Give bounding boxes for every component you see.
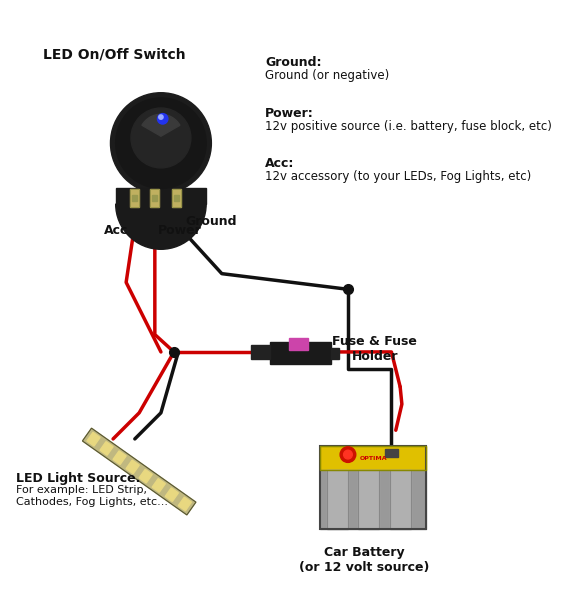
Bar xyxy=(150,189,159,207)
Bar xyxy=(116,188,206,204)
Circle shape xyxy=(116,98,206,188)
Bar xyxy=(390,470,410,529)
Bar xyxy=(174,195,179,201)
Bar xyxy=(83,428,196,515)
Bar xyxy=(132,195,138,201)
Bar xyxy=(320,446,426,470)
Bar xyxy=(152,479,165,492)
Circle shape xyxy=(159,115,163,120)
Bar xyxy=(270,342,331,364)
Wedge shape xyxy=(142,115,180,136)
Text: Ground: Ground xyxy=(186,216,237,229)
Wedge shape xyxy=(116,204,206,249)
Bar xyxy=(331,349,339,359)
Text: Acc: Acc xyxy=(103,224,128,237)
Bar xyxy=(327,470,348,529)
Bar xyxy=(320,446,426,470)
Text: Acc:: Acc: xyxy=(265,157,295,170)
Bar xyxy=(113,451,126,464)
Bar xyxy=(172,189,181,207)
Text: Power:: Power: xyxy=(265,107,314,120)
Bar xyxy=(386,449,398,457)
Bar xyxy=(152,195,157,201)
Text: 12v positive source (i.e. battery, fuse block, etc): 12v positive source (i.e. battery, fuse … xyxy=(265,120,552,132)
Text: For example: LED Strip,
Cathodes, Fog Lights, etc...: For example: LED Strip, Cathodes, Fog Li… xyxy=(16,485,168,506)
Bar xyxy=(139,469,152,483)
Bar xyxy=(250,345,270,359)
Circle shape xyxy=(131,108,191,168)
Text: Ground:: Ground: xyxy=(265,56,322,69)
Bar xyxy=(100,442,113,455)
Circle shape xyxy=(340,447,356,463)
Circle shape xyxy=(343,450,353,459)
Text: Ground (or negative): Ground (or negative) xyxy=(265,69,390,82)
Bar xyxy=(131,189,139,207)
Text: LED Light Source.: LED Light Source. xyxy=(16,472,140,485)
Text: LED On/Off Switch: LED On/Off Switch xyxy=(43,47,186,62)
Bar xyxy=(289,338,308,351)
Bar xyxy=(165,488,179,501)
Bar xyxy=(320,446,426,529)
Circle shape xyxy=(110,93,212,193)
Text: OPTIMA: OPTIMA xyxy=(360,456,387,461)
Circle shape xyxy=(157,113,168,124)
Bar xyxy=(327,470,348,529)
Bar xyxy=(150,189,159,207)
Text: Power: Power xyxy=(157,224,201,237)
Bar xyxy=(178,497,191,511)
Bar xyxy=(320,470,426,529)
Text: Car Battery
(or 12 volt source): Car Battery (or 12 volt source) xyxy=(299,546,429,574)
Bar xyxy=(131,189,139,207)
Text: Fuse & Fuse
Holder: Fuse & Fuse Holder xyxy=(332,335,417,363)
Bar xyxy=(126,460,139,474)
Bar xyxy=(172,189,181,207)
Bar xyxy=(83,428,196,515)
Bar xyxy=(358,470,379,529)
Bar xyxy=(390,470,410,529)
Text: 12v accessory (to your LEDs, Fog Lights, etc): 12v accessory (to your LEDs, Fog Lights,… xyxy=(265,170,532,183)
Bar xyxy=(87,432,100,446)
Bar xyxy=(358,470,379,529)
